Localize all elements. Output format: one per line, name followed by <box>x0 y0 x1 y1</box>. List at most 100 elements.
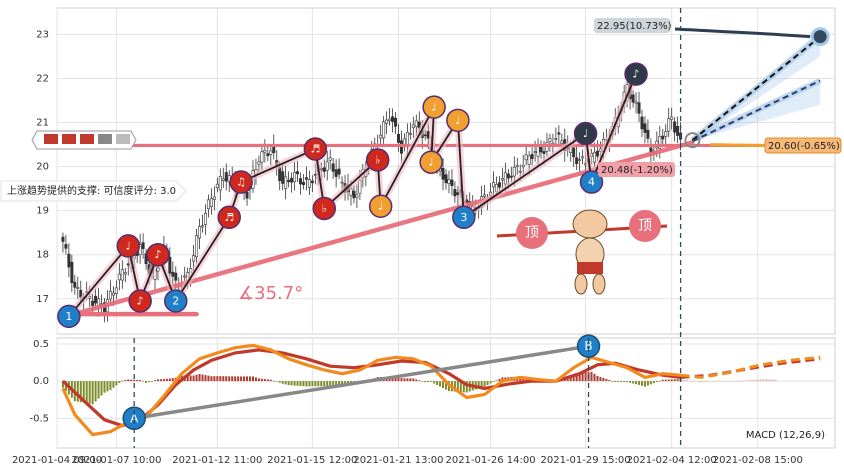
macd-bar <box>168 378 171 382</box>
top-marker <box>629 210 661 242</box>
x-tick-label: 2021-01-15 12:00 <box>267 455 357 466</box>
candle-body <box>209 198 213 207</box>
candle-body <box>423 134 427 137</box>
forecast-dashed-upper <box>691 35 821 141</box>
candle-body <box>444 174 448 184</box>
macd-bar <box>165 378 168 382</box>
price-y-tick-label: 23 <box>36 29 49 40</box>
macd-bar <box>421 381 424 382</box>
candle-body <box>334 169 338 177</box>
macd-bar <box>186 375 189 382</box>
candle-body <box>509 175 513 178</box>
candle-body <box>554 138 558 140</box>
candle-body <box>67 253 71 268</box>
candle-body <box>557 132 561 135</box>
macd-bar <box>269 379 272 382</box>
candle-body <box>506 173 510 179</box>
candle-body <box>296 171 300 175</box>
wave-marker-label: ♩ <box>455 114 460 127</box>
wave-marker <box>419 150 443 174</box>
target-label-text: 22.95(10.73%) <box>597 21 672 32</box>
target-label: 22.95(10.73%) <box>594 18 672 33</box>
candle-body <box>578 159 582 161</box>
macd-bar <box>430 381 433 382</box>
macd-bar <box>465 381 468 393</box>
x-tick-label: 2021-01-07 10:00 <box>71 455 161 466</box>
macd-bar <box>445 381 447 390</box>
candle-body <box>123 272 127 275</box>
candle-body <box>673 121 677 133</box>
macd-bar <box>706 381 709 382</box>
macd-bar <box>581 372 584 382</box>
macd-bar <box>738 380 741 382</box>
macd-bar <box>673 379 676 382</box>
macd-bar <box>314 381 317 387</box>
macd-bar <box>480 381 483 388</box>
macd-bar <box>629 381 632 383</box>
macd-bar <box>305 381 308 387</box>
macd-bar <box>646 381 649 386</box>
macd-bar <box>263 379 266 382</box>
macd-bar <box>614 381 617 382</box>
macd-bar <box>569 375 572 382</box>
macd-bar <box>611 380 614 382</box>
macd-bar <box>219 376 222 382</box>
candle-body <box>637 102 641 114</box>
candle-body <box>414 120 418 127</box>
wave-marker-label: ♪ <box>137 294 144 307</box>
macd-bar <box>578 372 581 382</box>
wave-marker-label: ♭ <box>375 153 380 166</box>
x-tick-label: 2021-01-12 11:00 <box>172 455 262 466</box>
candle-body <box>355 194 359 198</box>
macd-bar <box>700 381 703 383</box>
macd-bar <box>254 377 257 382</box>
macd-plot-area <box>56 337 836 449</box>
candle-body <box>521 165 525 168</box>
candle-body <box>592 151 596 163</box>
macd-bar <box>106 381 109 392</box>
pattern-badge <box>62 134 76 144</box>
macd-bar <box>210 376 213 382</box>
wave-marker <box>116 234 141 258</box>
macd-bar <box>192 375 195 382</box>
wave-marker-label: ♪ <box>154 248 161 261</box>
macd-bar <box>753 379 756 382</box>
candle-body <box>266 153 270 157</box>
macd-bar <box>415 379 418 382</box>
macd-bar <box>492 381 495 382</box>
macd-bar <box>712 381 715 382</box>
wave-marker <box>128 289 152 313</box>
macd-bar <box>281 381 284 384</box>
macd-bar <box>136 379 139 382</box>
candle-body <box>518 170 522 173</box>
wave-marker-label: ♪ <box>633 68 640 81</box>
macd-bar <box>302 381 305 387</box>
candle-body <box>572 147 576 158</box>
candle-body <box>183 275 187 278</box>
resistance-label-text: 20.60(-0.65%) <box>768 141 840 152</box>
candle-body <box>349 188 353 196</box>
candle-body <box>542 151 546 154</box>
candle-body <box>661 135 665 140</box>
candle-body <box>658 136 662 149</box>
wave-marker <box>422 95 446 119</box>
wave-marker-label: 4 <box>588 176 595 189</box>
macd-bar <box>299 381 302 387</box>
dog-leg-left <box>574 273 588 295</box>
macd-bar <box>311 381 314 387</box>
macd-bar <box>148 381 151 382</box>
macd-bar <box>130 379 133 382</box>
macd-bar <box>284 381 287 385</box>
macd-title: MACD (12,26,9) <box>746 430 825 441</box>
candle-body <box>263 149 267 153</box>
candle-body <box>94 295 98 304</box>
macd-bar <box>459 381 462 393</box>
candle-body <box>281 171 285 184</box>
candle-body <box>301 182 305 185</box>
price-y-tick-label: 22 <box>36 73 49 84</box>
macd-bar <box>204 375 207 382</box>
candle-body <box>304 177 308 180</box>
candle-body <box>391 116 395 122</box>
macd-bar <box>727 381 730 382</box>
macd-bar <box>709 381 712 382</box>
